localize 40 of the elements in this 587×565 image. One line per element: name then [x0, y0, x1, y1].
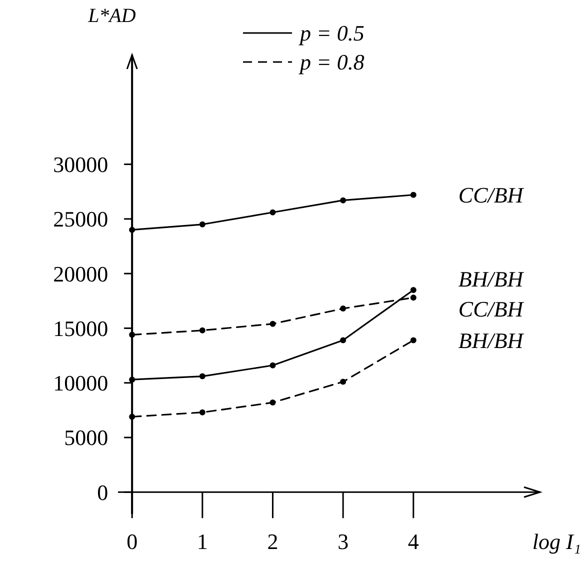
- x-axis-title: log I₁: [532, 529, 581, 554]
- x-tick-label: 2: [267, 529, 278, 554]
- point: [129, 226, 136, 233]
- series-label: BH/BH: [458, 266, 524, 292]
- point: [199, 221, 206, 228]
- point: [270, 400, 276, 406]
- point: [270, 209, 276, 216]
- point: [340, 197, 346, 204]
- point: [270, 320, 276, 327]
- y-tick-label: 10000: [53, 370, 108, 396]
- x-tick-label: 3: [338, 529, 349, 554]
- x-tick-label: 0: [126, 529, 138, 554]
- point: [340, 378, 346, 385]
- point: [199, 409, 206, 416]
- y-tick-label: 0: [97, 480, 108, 505]
- point: [270, 362, 276, 368]
- point: [199, 327, 206, 334]
- point: [410, 192, 416, 198]
- y-tick-label: 25000: [53, 206, 108, 232]
- annotation: p = 0.8: [298, 50, 364, 75]
- point: [129, 332, 136, 338]
- series-label: CC/BH: [458, 182, 524, 208]
- point: [410, 337, 416, 344]
- point: [410, 286, 416, 293]
- text: p = 0.5: [298, 20, 364, 46]
- y-tick-label: 20000: [53, 261, 108, 286]
- x-tick-label: 4: [408, 529, 419, 554]
- point: [340, 306, 346, 312]
- point: [199, 373, 206, 380]
- x-tick-label: 1: [196, 529, 208, 554]
- y-tick-label: 15000: [53, 316, 108, 341]
- series-label: CC/BH: [458, 296, 524, 322]
- series-label: BH/BH: [458, 328, 524, 353]
- point: [129, 376, 136, 383]
- point: [129, 414, 136, 420]
- y-tick-label: 5000: [64, 425, 108, 450]
- point: [410, 294, 416, 301]
- y-axis-title: L*AD: [87, 5, 136, 27]
- y-tick-label: 30000: [53, 152, 108, 177]
- point: [340, 337, 346, 344]
